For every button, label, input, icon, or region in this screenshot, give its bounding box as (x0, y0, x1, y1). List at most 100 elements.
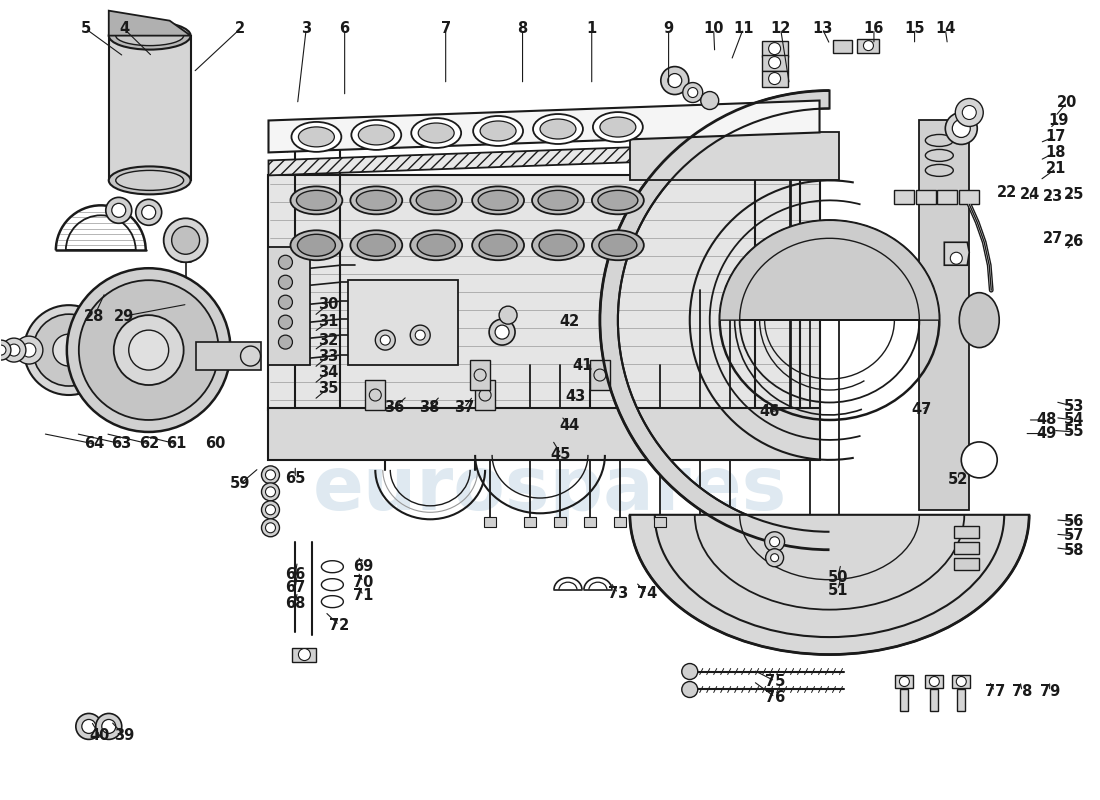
Circle shape (67, 268, 231, 432)
Text: 2: 2 (235, 21, 245, 36)
Text: 67: 67 (285, 580, 306, 595)
Circle shape (142, 206, 156, 219)
Ellipse shape (598, 234, 637, 256)
Ellipse shape (480, 234, 517, 256)
Text: 52: 52 (948, 472, 969, 487)
Bar (109, 36, 190, 180)
Bar (584, 517, 596, 526)
Bar (931, 690, 938, 711)
Circle shape (278, 335, 293, 349)
Circle shape (410, 325, 430, 345)
Circle shape (950, 252, 962, 264)
Ellipse shape (480, 121, 516, 141)
Ellipse shape (472, 186, 524, 214)
Circle shape (688, 87, 697, 98)
Ellipse shape (410, 230, 462, 260)
Bar (653, 517, 666, 526)
Circle shape (106, 198, 132, 223)
Circle shape (769, 57, 781, 69)
Circle shape (769, 42, 781, 54)
Circle shape (945, 113, 977, 145)
Circle shape (76, 714, 102, 739)
Text: 8: 8 (517, 21, 528, 36)
Text: 47: 47 (911, 402, 932, 417)
Bar (955, 558, 979, 570)
Circle shape (490, 319, 515, 345)
Circle shape (682, 682, 697, 698)
Text: 28: 28 (84, 309, 104, 324)
Bar (955, 542, 979, 554)
Bar (916, 190, 936, 204)
Circle shape (172, 226, 199, 254)
Text: 33: 33 (318, 349, 339, 363)
Bar (484, 517, 496, 526)
Polygon shape (109, 10, 190, 36)
Text: 1: 1 (586, 21, 597, 36)
Text: 69: 69 (353, 558, 373, 574)
Text: 79: 79 (1040, 684, 1059, 699)
Text: 31: 31 (318, 314, 339, 330)
Bar (833, 40, 853, 53)
Text: 14: 14 (935, 21, 956, 36)
Circle shape (682, 663, 697, 679)
Circle shape (495, 325, 509, 339)
Ellipse shape (925, 165, 954, 176)
Text: 74: 74 (637, 586, 657, 601)
Circle shape (265, 522, 275, 533)
Text: 42: 42 (560, 314, 580, 330)
Circle shape (961, 442, 998, 478)
Bar (895, 674, 913, 687)
Text: 63: 63 (111, 437, 132, 451)
Text: 37: 37 (454, 401, 474, 415)
Polygon shape (268, 101, 820, 153)
Text: 49: 49 (1036, 426, 1056, 441)
Bar (268, 247, 310, 365)
Text: 27: 27 (1043, 231, 1063, 246)
Bar (630, 133, 839, 180)
Circle shape (766, 549, 783, 566)
Circle shape (53, 334, 85, 366)
Ellipse shape (925, 150, 954, 162)
Ellipse shape (350, 230, 403, 260)
Circle shape (683, 82, 703, 102)
Ellipse shape (416, 190, 456, 210)
Text: eurospares: eurospares (312, 343, 788, 417)
Circle shape (701, 91, 718, 110)
Text: eurospares: eurospares (312, 454, 788, 526)
Bar (554, 517, 566, 526)
Bar (894, 190, 914, 204)
Circle shape (265, 487, 275, 497)
Text: 13: 13 (812, 21, 833, 36)
Bar (475, 380, 495, 410)
Text: 15: 15 (904, 21, 925, 36)
Text: 34: 34 (318, 365, 339, 379)
Circle shape (135, 199, 162, 226)
Text: 66: 66 (285, 566, 306, 582)
Bar (349, 280, 459, 365)
Circle shape (499, 306, 517, 324)
Circle shape (278, 315, 293, 329)
Circle shape (265, 470, 275, 480)
Text: 44: 44 (560, 418, 580, 433)
Ellipse shape (290, 230, 342, 260)
Circle shape (864, 41, 873, 50)
Bar (268, 408, 820, 460)
Ellipse shape (358, 234, 395, 256)
Polygon shape (268, 141, 820, 175)
Text: 72: 72 (329, 618, 350, 633)
Text: 38: 38 (419, 401, 439, 415)
Text: 17: 17 (1045, 129, 1065, 144)
Text: 55: 55 (1064, 425, 1084, 439)
Circle shape (22, 343, 36, 357)
Circle shape (0, 340, 11, 360)
Text: 12: 12 (770, 21, 791, 36)
Ellipse shape (298, 127, 334, 147)
Circle shape (112, 203, 125, 218)
Text: 57: 57 (1064, 528, 1084, 543)
Circle shape (956, 677, 966, 686)
Ellipse shape (473, 116, 522, 146)
Circle shape (375, 330, 395, 350)
Text: 35: 35 (318, 381, 339, 395)
Text: 36: 36 (384, 401, 404, 415)
Ellipse shape (350, 186, 403, 214)
